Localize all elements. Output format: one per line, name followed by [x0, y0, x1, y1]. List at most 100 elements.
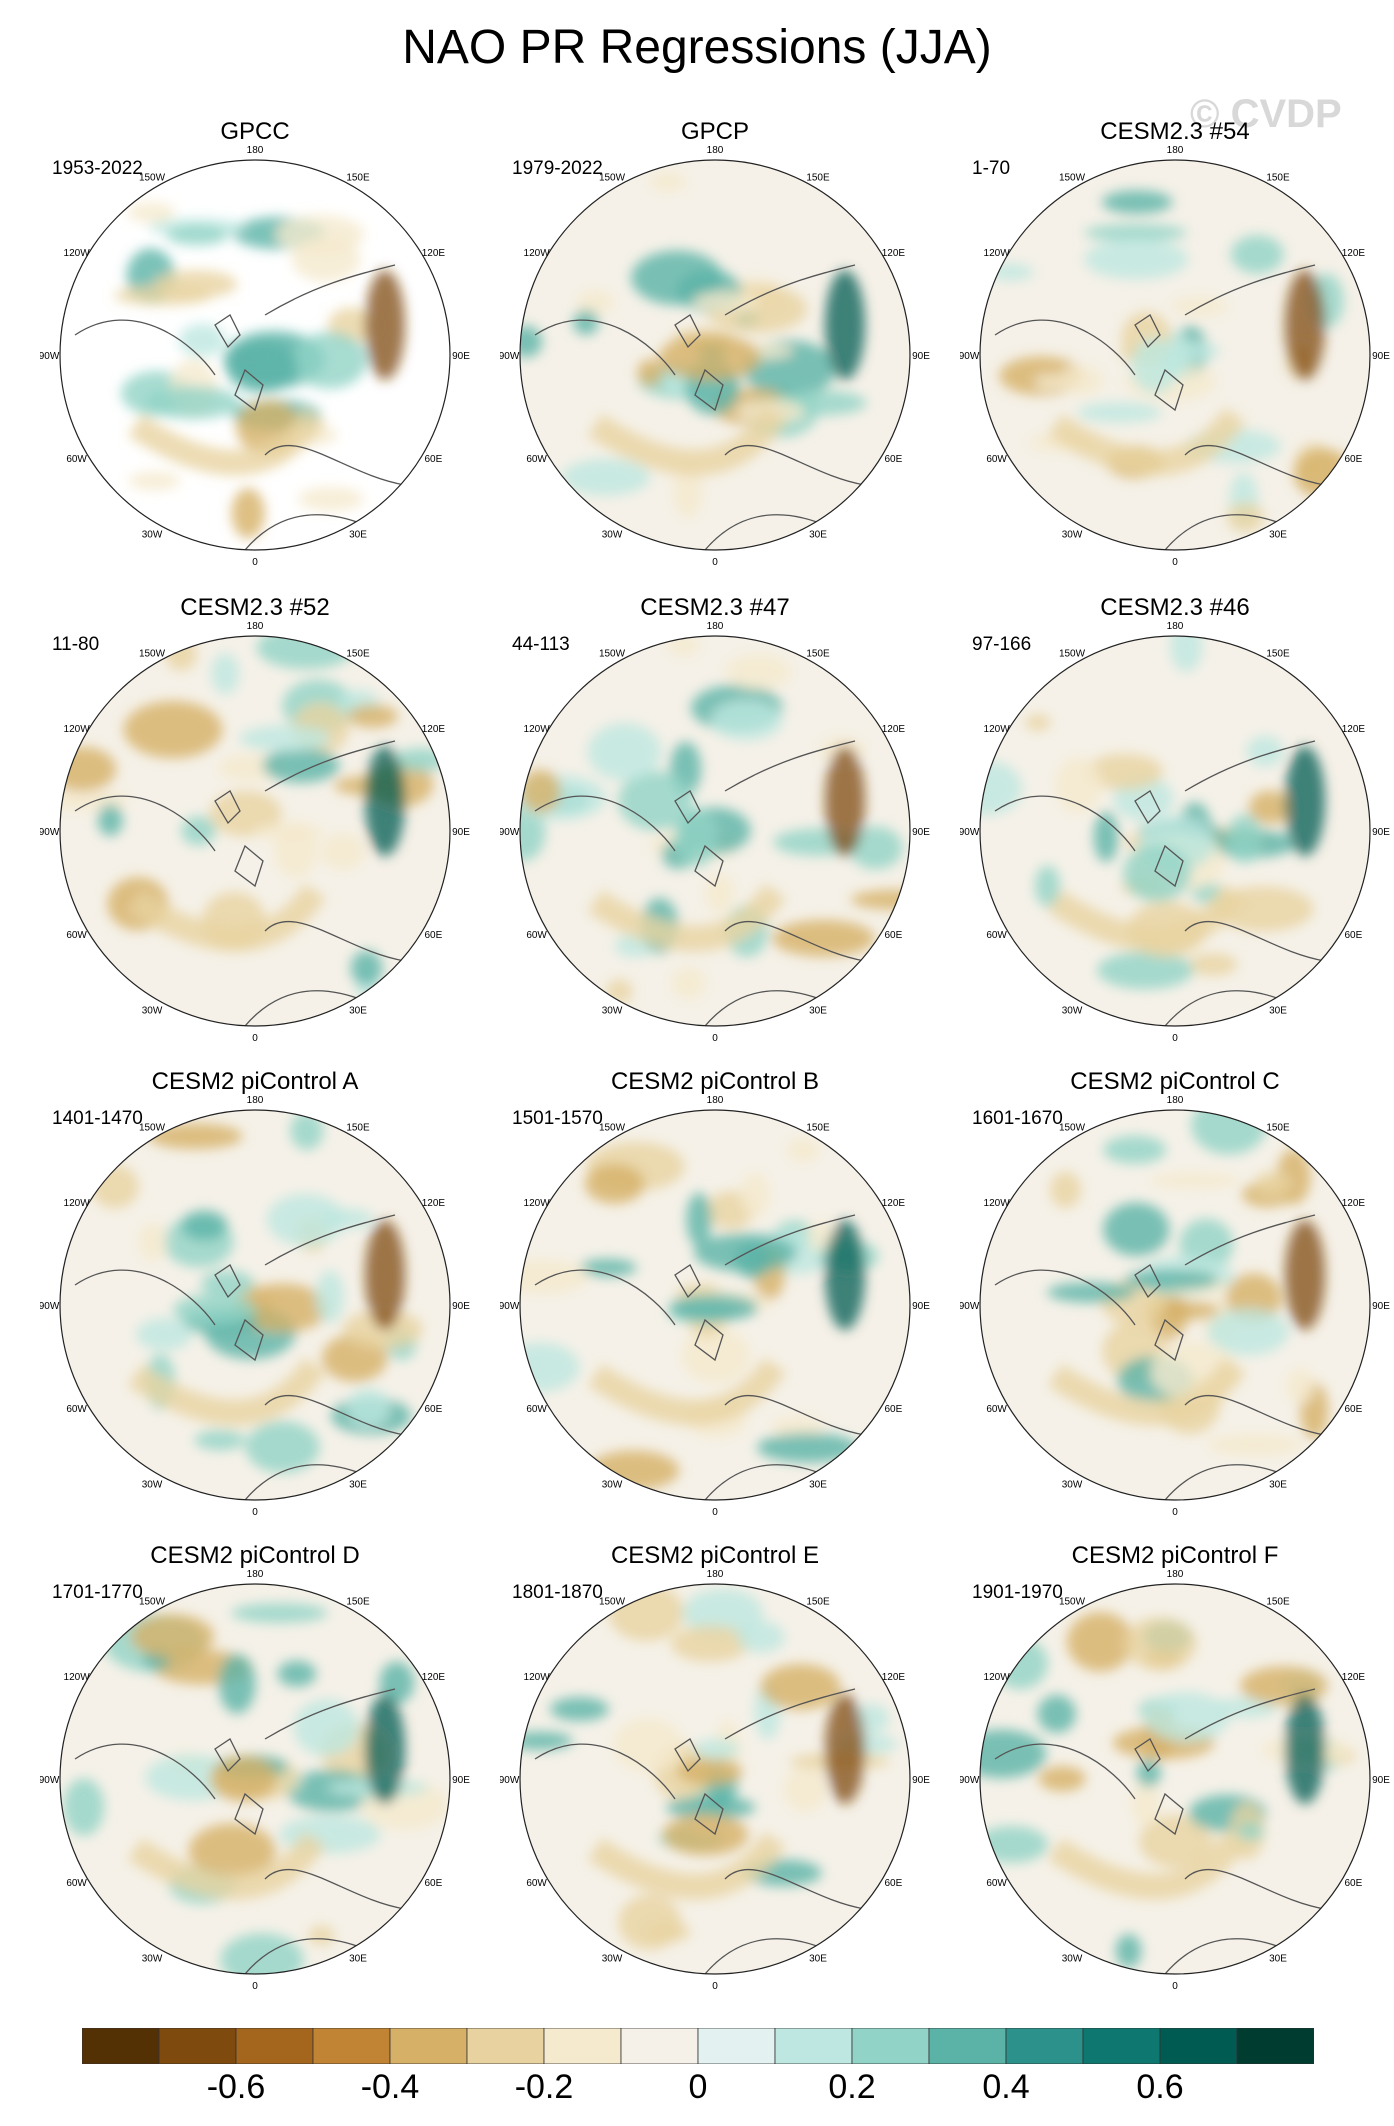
anomaly-blob [1038, 1766, 1086, 1792]
longitude-label: 120E [1342, 724, 1366, 735]
anomaly-blob [1236, 1823, 1264, 1841]
colorbar-tick-label: 0.4 [982, 2068, 1030, 2106]
anomaly-blob [1084, 224, 1187, 242]
colorbar [82, 2028, 1314, 2064]
longitude-label: 90W [500, 1775, 520, 1786]
longitude-label: 30E [1269, 1005, 1287, 1016]
longitude-label: 60E [1345, 930, 1363, 941]
map-panel: CESM2.3 #46 180 150E 120E 90E 60E 30E 0 30W 60W 90… [960, 594, 1390, 1064]
longitude-label: 60W [986, 930, 1007, 941]
longitude-label: 90E [452, 351, 470, 362]
longitude-label: 30W [1062, 529, 1083, 540]
coastlines [994, 740, 1326, 1026]
anomaly-blob [165, 637, 197, 671]
map-panel: GPCC 180 150E 120E 90E 60E 30E 0 30W 60W 90W 120W 15… [40, 118, 470, 588]
anomaly-blob [520, 1259, 589, 1295]
anomaly-blob [1085, 753, 1164, 790]
panel-title: CESM2 piControl B [610, 1068, 820, 1095]
map-outline [59, 1109, 451, 1501]
coastlines [74, 1688, 406, 1974]
anomaly-blob [520, 1731, 573, 1750]
map-panel: CESM2.3 #54 180 150E 120E 90E 60E 30E 0 30W 60W 90… [960, 118, 1390, 588]
anomaly-blob [671, 967, 706, 1000]
longitude-label: 150E [806, 1597, 830, 1608]
anomaly-blob [576, 290, 615, 314]
anomaly-blob [613, 1717, 683, 1773]
longitude-label: 150E [346, 173, 370, 184]
longitude-label: 90E [912, 351, 930, 362]
anomaly-blob [1097, 951, 1194, 990]
longitude-label: 150E [346, 1123, 370, 1134]
panel-title: CESM2 piControl D [150, 1542, 360, 1569]
period-label: 1-70 [972, 158, 1011, 179]
anomaly-band [127, 883, 326, 952]
map-panel: CESM2.3 #52 180 150E 120E 90E 60E 30E 0 30W 60W 90… [40, 594, 470, 1064]
anomaly-blob [346, 1388, 391, 1429]
anomaly-core [365, 1694, 405, 1804]
colorbar-swatch [851, 2028, 930, 2064]
polar-map: 180 150E 120E 90E 60E 30E 0 30W 60W 90W 120W 150W [960, 1569, 1390, 1992]
anomaly-blob [239, 725, 331, 752]
longitude-label: 150W [1059, 1597, 1086, 1608]
longitude-label: 120W [524, 724, 551, 735]
longitude-label: 30E [1269, 1479, 1287, 1490]
anomaly-blob [173, 1294, 257, 1326]
anomaly-blob [1246, 735, 1284, 767]
anomaly-blob [618, 771, 693, 831]
longitude-label: 60E [425, 930, 443, 941]
colorbar-tick-label: -0.2 [514, 2068, 574, 2106]
longitude-label: 30W [142, 1953, 163, 1964]
longitude-label: 120E [882, 1672, 906, 1683]
anomaly-blob [705, 873, 735, 914]
anomaly-blob [736, 399, 806, 425]
anomaly-blob [63, 1778, 105, 1836]
colorbar-tick-label: 0.6 [1136, 2068, 1184, 2106]
longitude-label: 120E [1342, 1672, 1366, 1683]
longitude-label: 0 [1172, 1033, 1178, 1044]
anomaly-core [1285, 746, 1325, 856]
longitude-label: 0 [712, 1033, 718, 1044]
coastlines [994, 264, 1326, 550]
colorbar-swatch [158, 2028, 237, 2064]
anomaly-blob [1124, 1269, 1219, 1291]
period-label: 44-113 [512, 634, 570, 655]
longitude-label: 120E [422, 1672, 446, 1683]
anomaly-blob [1115, 1933, 1142, 1969]
colorbar-swatch [82, 2028, 160, 2064]
longitude-label: 60W [526, 1404, 547, 1415]
anomaly-blob [275, 214, 365, 255]
anomaly-blob [1136, 1759, 1161, 1788]
longitude-label: 30W [602, 529, 623, 540]
anomaly-core [1285, 1220, 1325, 1330]
period-label: 11-80 [52, 634, 100, 655]
longitude-label: 90E [452, 827, 470, 838]
colorbar-swatch [774, 2028, 853, 2064]
longitude-label: 30W [142, 1005, 163, 1016]
longitude-label: 60E [1345, 1878, 1363, 1889]
anomaly-blob [113, 285, 213, 306]
longitude-label: 60E [1345, 454, 1363, 465]
anomaly-blob [1058, 365, 1104, 396]
anomaly-blob [130, 1614, 215, 1659]
longitude-label: 150E [806, 649, 830, 660]
longitude-label: 60W [66, 1878, 87, 1889]
longitude-label: 60E [425, 1878, 443, 1889]
longitude-label: 0 [252, 1033, 258, 1044]
anomaly-blob [987, 263, 1034, 281]
longitude-label: 120W [64, 248, 91, 259]
anomaly-blob [209, 790, 282, 837]
period-label: 1401-1470 [52, 1108, 143, 1129]
longitude-label: 60E [425, 454, 443, 465]
period-label: 1701-1770 [52, 1582, 143, 1603]
map-outline [979, 1583, 1371, 1975]
longitude-label: 90E [452, 1775, 470, 1786]
anomaly-blob [606, 979, 633, 1004]
anomaly-band [127, 407, 326, 476]
longitude-label: 180 [707, 1569, 724, 1580]
colorbar-swatch [1236, 2028, 1314, 2064]
anomaly-blob [166, 225, 229, 246]
anomaly-blob [520, 1342, 580, 1393]
anomaly-blob [1169, 636, 1203, 672]
longitude-label: 30E [809, 1005, 827, 1016]
anomaly-blob [1248, 790, 1292, 825]
